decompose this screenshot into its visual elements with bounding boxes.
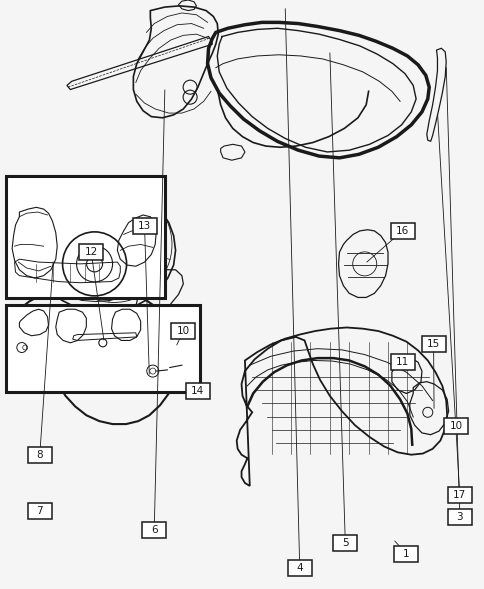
Text: 3: 3 [455, 512, 462, 522]
Text: 7: 7 [36, 507, 43, 516]
Text: 1: 1 [402, 549, 409, 558]
FancyBboxPatch shape [333, 535, 357, 551]
Bar [6, 305, 199, 392]
FancyBboxPatch shape [28, 503, 52, 519]
FancyBboxPatch shape [447, 509, 471, 525]
FancyBboxPatch shape [393, 545, 418, 562]
Text: 5: 5 [341, 538, 348, 548]
FancyBboxPatch shape [79, 244, 103, 260]
Text: 4: 4 [296, 563, 302, 573]
FancyBboxPatch shape [171, 323, 195, 339]
Text: 17: 17 [452, 490, 466, 499]
FancyBboxPatch shape [28, 446, 52, 463]
FancyBboxPatch shape [185, 383, 210, 399]
Text: 8: 8 [36, 450, 43, 459]
FancyBboxPatch shape [132, 218, 156, 234]
Bar [6, 176, 165, 298]
FancyBboxPatch shape [390, 223, 414, 239]
Text: 13: 13 [137, 221, 151, 231]
FancyBboxPatch shape [390, 353, 414, 370]
FancyBboxPatch shape [443, 418, 467, 435]
FancyBboxPatch shape [421, 336, 445, 352]
FancyBboxPatch shape [142, 522, 166, 538]
Text: 6: 6 [151, 525, 157, 535]
Text: 16: 16 [395, 226, 408, 236]
Text: 14: 14 [191, 386, 204, 396]
Text: 12: 12 [84, 247, 98, 257]
Text: 11: 11 [395, 357, 408, 366]
FancyBboxPatch shape [447, 487, 471, 503]
FancyBboxPatch shape [287, 560, 311, 576]
Text: 15: 15 [426, 339, 439, 349]
Text: 10: 10 [448, 422, 462, 431]
Text: 10: 10 [176, 326, 190, 336]
